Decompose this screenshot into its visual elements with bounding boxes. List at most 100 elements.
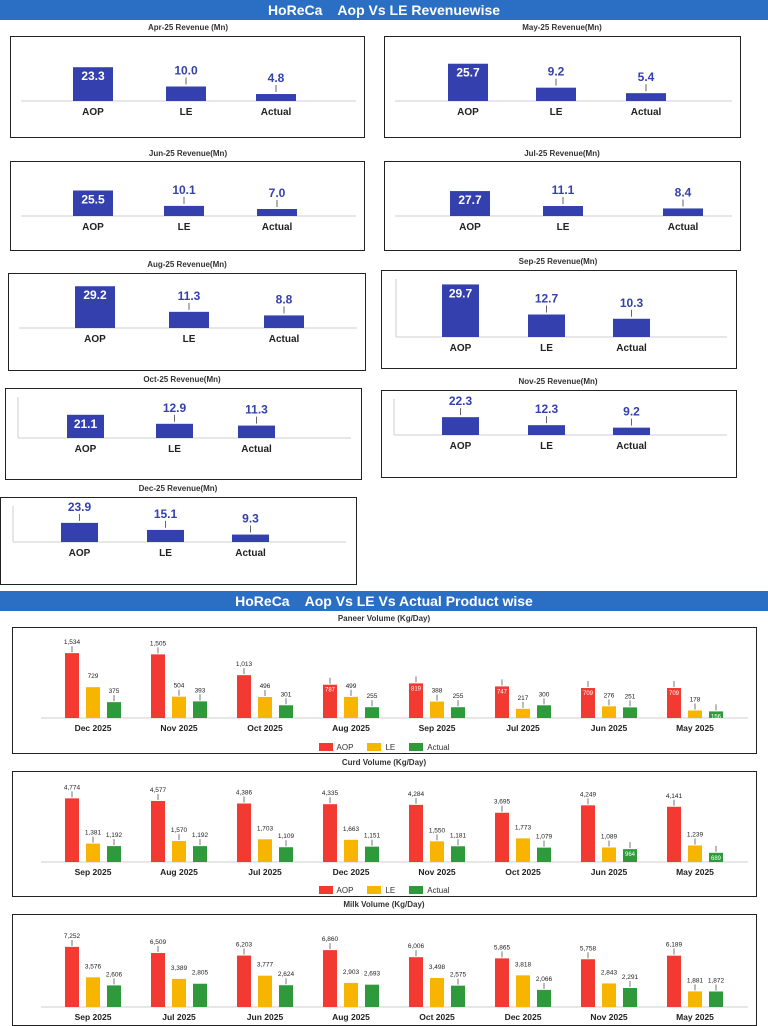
bar-le xyxy=(528,314,565,337)
bar-actual xyxy=(451,985,465,1007)
bar-aop xyxy=(75,286,115,328)
bar-le xyxy=(169,311,209,328)
bar-le xyxy=(86,687,100,718)
bar-aop xyxy=(237,675,251,718)
revenue-chart-aug-svg: 29.2 AOP 11.3 LE 8.8 Actual xyxy=(19,286,357,345)
category-label: Aug 2025 xyxy=(332,1012,370,1022)
revenue-banner: HoReCa Aop Vs LE Revenuewise xyxy=(0,0,768,20)
bar-le xyxy=(86,843,100,862)
chart-title-aug: Aug-25 Revenue(Mn) xyxy=(147,260,227,269)
value-label-le: 3,818 xyxy=(515,961,532,968)
category-label: Oct 2025 xyxy=(247,723,283,733)
legend-aop-label: AOP xyxy=(336,742,354,752)
bar-actual xyxy=(613,318,650,337)
value-label-actual: 8.8 xyxy=(276,292,293,306)
revenue-chart-oct: 21.1 AOP 12.9 LE 11.3 Actual xyxy=(5,388,362,480)
value-label-aop: 6,006 xyxy=(408,943,425,950)
chart-title-nov: Nov-25 Revenue(Mn) xyxy=(518,377,598,386)
category-label-aop: AOP xyxy=(82,107,104,118)
bar-aop xyxy=(65,798,79,862)
value-label-aop: 6,189 xyxy=(666,942,683,949)
paneer-chart-title: Paneer Volume (Kg/Day) xyxy=(337,614,431,623)
value-label-actual: 5.4 xyxy=(638,70,655,84)
category-label: Sep 2025 xyxy=(75,1012,112,1022)
value-label-aop: 4,335 xyxy=(322,790,339,797)
value-label-aop: 1,534 xyxy=(64,639,81,646)
value-label-aop: 709 xyxy=(669,691,680,697)
bar-actual xyxy=(623,707,637,718)
bar-le xyxy=(516,708,530,718)
value-label-actual: 1,109 xyxy=(278,833,295,840)
curd-volume-chart: 4,774 1,381 1,192 Sep 2025 4,577 1,570 1,192 Au… xyxy=(12,771,757,897)
legend-actual-label: Actual xyxy=(427,742,450,752)
category-label: May 2025 xyxy=(676,723,714,733)
bar-le xyxy=(430,701,444,718)
bar-actual xyxy=(264,315,304,328)
value-label-actual: 1,192 xyxy=(192,832,209,839)
bar-actual xyxy=(232,534,269,542)
bar-actual xyxy=(365,707,379,718)
value-label-le: 217 xyxy=(518,695,529,702)
bar-aop xyxy=(151,654,165,718)
value-label-actual: 255 xyxy=(367,693,378,700)
bar-actual xyxy=(238,425,275,438)
value-label-actual: 689 xyxy=(711,856,722,862)
bar-aop xyxy=(409,683,423,718)
value-label-aop: 7,252 xyxy=(64,933,81,940)
chart-title-dec: Dec-25 Revenue(Mn) xyxy=(138,484,218,493)
legend-actual-swatch xyxy=(409,886,424,894)
curd-legend: AOP LE Actual xyxy=(0,884,768,896)
value-label-aop: 4,249 xyxy=(580,791,597,798)
bar-le xyxy=(164,205,204,216)
bar-aop xyxy=(495,686,509,718)
legend-actual: Actual xyxy=(409,743,449,752)
value-label-le: 3,777 xyxy=(257,962,274,969)
revenue-chart-dec: 23.9 AOP 15.1 LE 9.3 Actual xyxy=(0,497,357,585)
value-label-aop: 29.7 xyxy=(449,286,473,300)
value-label-aop: 23.9 xyxy=(68,500,92,514)
revenue-chart-sep-svg: 29.7 AOP 12.7 LE 10.3 Actual xyxy=(395,279,727,354)
value-label-actual: 7.0 xyxy=(269,186,286,200)
bar-actual xyxy=(709,991,723,1007)
curd-chart-title: Curd Volume (Kg/Day) xyxy=(341,758,427,767)
bar-actual xyxy=(451,846,465,862)
bar-actual xyxy=(193,701,207,718)
bar-le xyxy=(602,847,616,862)
bar-le xyxy=(258,697,272,718)
category-label-actual: Actual xyxy=(269,334,300,345)
bar-actual xyxy=(709,711,723,718)
value-label-aop: 1,013 xyxy=(236,661,253,668)
revenue-chart-apr: 23.3 AOP 10.0 LE 4.8 Actual xyxy=(10,36,365,138)
bar-le xyxy=(344,696,358,718)
bar-actual xyxy=(279,705,293,718)
bar-actual xyxy=(107,985,121,1007)
value-label-aop: 819 xyxy=(411,686,422,692)
category-label-le: LE xyxy=(540,343,553,354)
bar-le xyxy=(258,839,272,862)
revenue-chart-jun-svg: 25.5 AOP 10.1 LE 7.0 Actual xyxy=(21,183,356,233)
bar-le xyxy=(516,838,530,862)
category-label-actual: Actual xyxy=(616,441,647,452)
bar-aop xyxy=(442,284,479,337)
revenue-chart-apr-svg: 23.3 AOP 10.0 LE 4.8 Actual xyxy=(21,64,356,118)
value-label-le: 496 xyxy=(260,683,271,690)
category-label-actual: Actual xyxy=(235,548,266,559)
bar-le xyxy=(258,975,272,1007)
legend-le-label: LE xyxy=(385,885,396,895)
bar-le xyxy=(172,696,186,718)
value-label-le: 3,389 xyxy=(171,965,188,972)
value-label-le: 12.9 xyxy=(163,401,187,415)
category-label: Jul 2025 xyxy=(506,723,540,733)
category-label-le: LE xyxy=(183,334,196,345)
bar-le xyxy=(602,983,616,1007)
bar-actual xyxy=(279,847,293,862)
value-label-le: 178 xyxy=(690,696,701,703)
category-label: Aug 2025 xyxy=(160,867,198,877)
value-label-le: 1,703 xyxy=(257,825,274,832)
value-label-le: 499 xyxy=(346,683,357,690)
value-label-aop: 5,758 xyxy=(580,945,597,952)
category-label-le: LE xyxy=(557,222,570,233)
value-label-actual: 255 xyxy=(453,693,464,700)
bar-aop xyxy=(67,414,104,438)
bar-actual xyxy=(663,208,703,216)
